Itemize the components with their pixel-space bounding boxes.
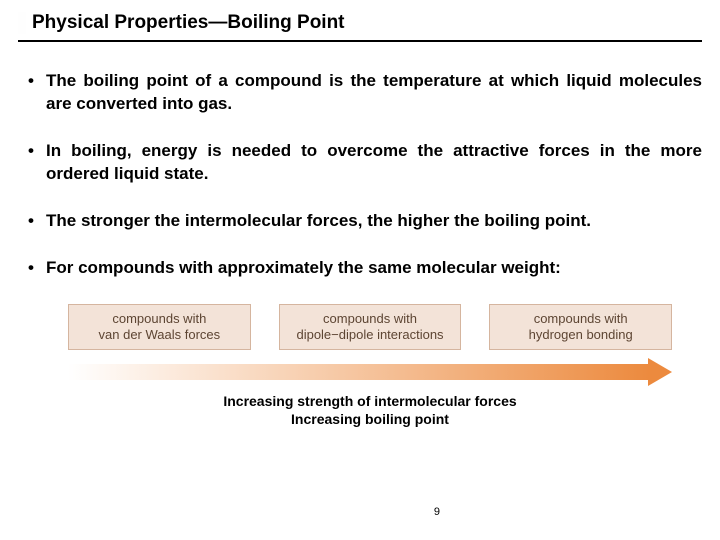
force-diagram: compounds with van der Waals forces comp…	[68, 304, 672, 429]
arrow-bar	[68, 364, 650, 380]
gradient-arrow	[68, 358, 672, 386]
page-number: 9	[434, 506, 440, 518]
bullet-item: In boiling, energy is needed to overcome…	[28, 140, 702, 186]
box-line2: hydrogen bonding	[529, 327, 633, 342]
arrow-head-icon	[648, 358, 672, 386]
box-hbond: compounds with hydrogen bonding	[489, 304, 672, 351]
diagram-boxes: compounds with van der Waals forces comp…	[68, 304, 672, 351]
title-underline	[18, 40, 702, 42]
box-line1: compounds with	[323, 311, 417, 326]
box-line1: compounds with	[534, 311, 628, 326]
caption-line1: Increasing strength of intermolecular fo…	[223, 393, 516, 409]
page-title: Physical Properties—Boiling Point	[32, 12, 345, 34]
box-line1: compounds with	[112, 311, 206, 326]
title-row: Physical Properties—Boiling Point	[18, 12, 702, 34]
bullet-item: The boiling point of a compound is the t…	[28, 70, 702, 116]
bullet-item: The stronger the intermolecular forces, …	[28, 210, 702, 233]
title-color-block	[18, 12, 26, 34]
arrow-caption: Increasing strength of intermolecular fo…	[68, 392, 672, 428]
box-vdw: compounds with van der Waals forces	[68, 304, 251, 351]
box-line2: van der Waals forces	[99, 327, 221, 342]
box-line2: dipole−dipole interactions	[296, 327, 443, 342]
bullet-list: The boiling point of a compound is the t…	[18, 70, 702, 280]
box-dipole: compounds with dipole−dipole interaction…	[279, 304, 462, 351]
caption-line2: Increasing boiling point	[291, 411, 449, 427]
bullet-item: For compounds with approximately the sam…	[28, 257, 702, 280]
